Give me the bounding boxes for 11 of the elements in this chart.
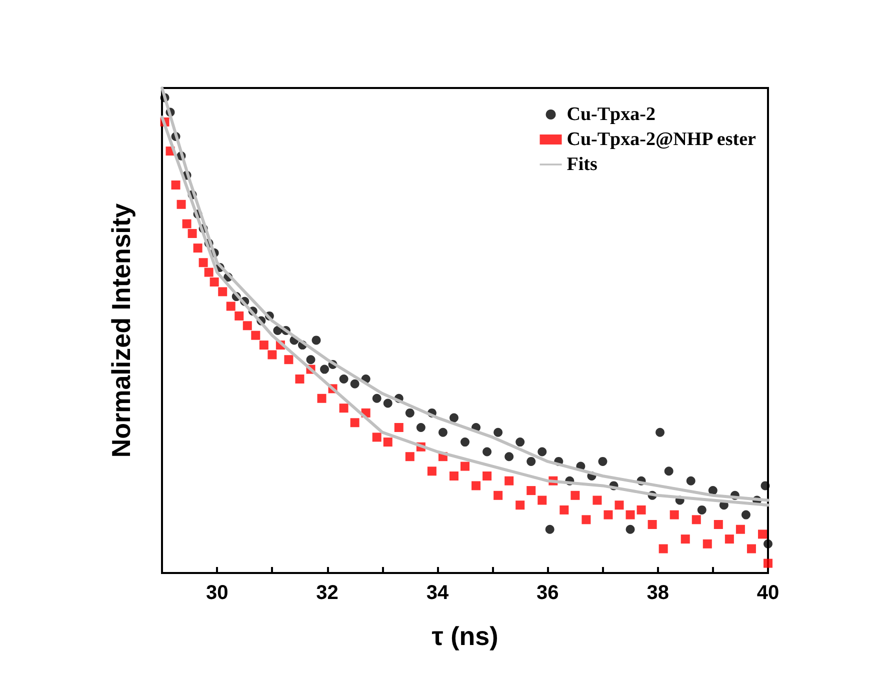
x-tick-label: 30: [206, 582, 228, 604]
x-tick-label: 36: [536, 582, 559, 604]
y-axis-title: Normalized Intensity: [106, 202, 136, 458]
legend-label: Cu-Tpxa-2@NHP ester: [566, 129, 757, 150]
legend-label: Fits: [566, 154, 598, 175]
legend-label: Cu-Tpxa-2: [566, 104, 656, 125]
x-tick-label: 34: [426, 582, 450, 604]
x-axis-title: τ (ns): [432, 621, 498, 651]
x-tick-label: 40: [756, 582, 780, 604]
x-tick-label: 32: [316, 582, 338, 604]
x-tick-label: 38: [646, 582, 669, 604]
